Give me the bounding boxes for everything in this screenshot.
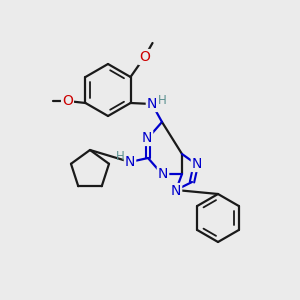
Text: O: O [62, 94, 73, 108]
Text: N: N [147, 97, 157, 111]
Text: N: N [125, 155, 135, 169]
Text: H: H [116, 149, 124, 163]
Text: N: N [142, 131, 152, 145]
Text: N: N [158, 167, 168, 181]
Text: N: N [192, 157, 202, 171]
Text: H: H [158, 94, 166, 107]
Text: O: O [139, 50, 150, 64]
Text: N: N [171, 184, 181, 198]
